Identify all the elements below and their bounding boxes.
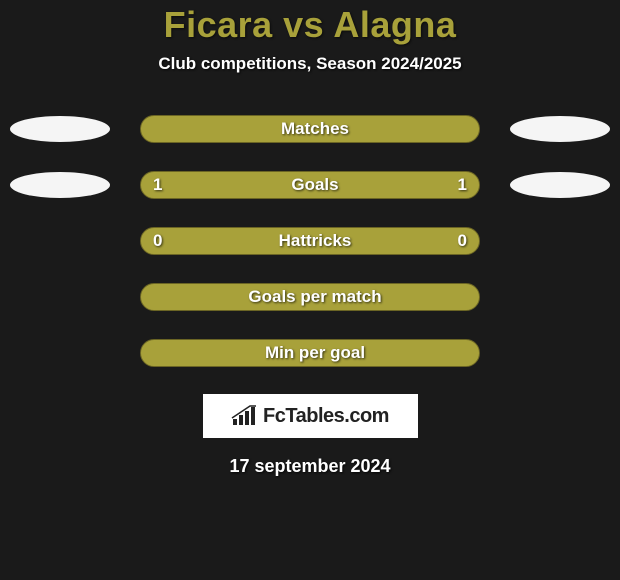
stat-row-goals: 1 Goals 1 (0, 170, 620, 200)
stat-left-value: 1 (153, 175, 162, 195)
brand-name-text: FcTables (263, 405, 344, 427)
left-ellipse (10, 116, 110, 142)
stat-row-hattricks: 0 Hattricks 0 (0, 226, 620, 256)
right-ellipse (510, 228, 610, 254)
stat-label: Hattricks (269, 231, 352, 251)
stat-bar: Min per goal (140, 339, 480, 367)
stat-row-matches: Matches (0, 114, 620, 144)
stat-right-value: 0 (458, 231, 467, 251)
page-subtitle: Club competitions, Season 2024/2025 (0, 54, 620, 74)
stat-label: Goals per match (238, 287, 381, 307)
right-ellipse (510, 340, 610, 366)
left-ellipse (10, 228, 110, 254)
stat-row-goals-per-match: Goals per match (0, 282, 620, 312)
stat-label: Min per goal (255, 343, 365, 363)
chart-icon (231, 405, 259, 427)
stat-left-value: 0 (153, 231, 162, 251)
left-ellipse (10, 284, 110, 310)
stat-row-min-per-goal: Min per goal (0, 338, 620, 368)
left-ellipse (10, 172, 110, 198)
brand-name: FcTables.com (263, 405, 389, 428)
brand-domain: .com (344, 405, 389, 427)
page-title: Ficara vs Alagna (0, 4, 620, 46)
stat-bar: Goals per match (140, 283, 480, 311)
brand-logo-box: FcTables.com (203, 394, 418, 438)
stat-label: Goals (281, 175, 338, 195)
stat-bar: Matches (140, 115, 480, 143)
comparison-infographic: Ficara vs Alagna Club competitions, Seas… (0, 0, 620, 477)
stat-right-value: 1 (458, 175, 467, 195)
stat-bar: 0 Hattricks 0 (140, 227, 480, 255)
left-ellipse (10, 340, 110, 366)
right-ellipse (510, 172, 610, 198)
date-text: 17 september 2024 (0, 456, 620, 477)
right-ellipse (510, 116, 610, 142)
stat-label: Matches (271, 119, 349, 139)
right-ellipse (510, 284, 610, 310)
stat-bar: 1 Goals 1 (140, 171, 480, 199)
